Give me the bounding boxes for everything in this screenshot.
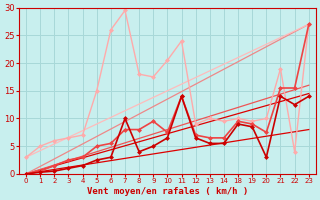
X-axis label: Vent moyen/en rafales ( km/h ): Vent moyen/en rafales ( km/h ): [87, 187, 248, 196]
